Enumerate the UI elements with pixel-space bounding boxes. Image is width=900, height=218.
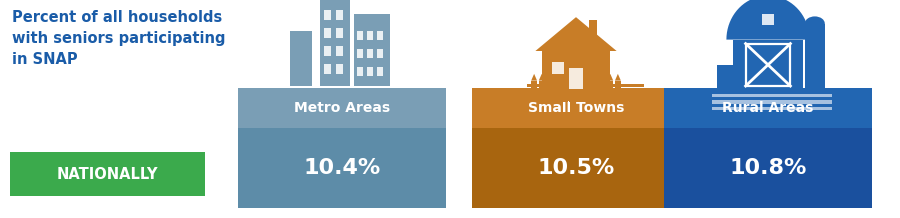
FancyBboxPatch shape (664, 128, 872, 208)
Polygon shape (562, 74, 568, 81)
Text: 10.5%: 10.5% (537, 158, 615, 178)
FancyBboxPatch shape (712, 107, 832, 110)
Text: Rural Areas: Rural Areas (723, 101, 814, 115)
Text: in SNAP: in SNAP (12, 52, 77, 67)
Polygon shape (608, 74, 613, 81)
FancyBboxPatch shape (324, 10, 331, 20)
FancyBboxPatch shape (761, 14, 774, 25)
FancyBboxPatch shape (377, 49, 383, 58)
Polygon shape (554, 74, 560, 81)
FancyBboxPatch shape (336, 28, 343, 38)
FancyBboxPatch shape (377, 67, 383, 76)
FancyBboxPatch shape (526, 92, 644, 96)
FancyBboxPatch shape (553, 62, 564, 74)
FancyBboxPatch shape (592, 81, 598, 102)
FancyBboxPatch shape (357, 67, 363, 76)
Text: Small Towns: Small Towns (527, 101, 625, 115)
Polygon shape (592, 74, 598, 81)
Text: NATIONALLY: NATIONALLY (57, 167, 158, 182)
FancyBboxPatch shape (712, 100, 832, 104)
FancyBboxPatch shape (554, 81, 560, 102)
FancyBboxPatch shape (357, 49, 363, 58)
FancyBboxPatch shape (324, 46, 331, 56)
FancyBboxPatch shape (712, 94, 832, 97)
FancyBboxPatch shape (805, 24, 824, 88)
Polygon shape (599, 74, 606, 81)
Polygon shape (584, 74, 590, 81)
FancyBboxPatch shape (367, 31, 373, 40)
Text: Metro Areas: Metro Areas (294, 101, 390, 115)
Polygon shape (531, 74, 537, 81)
Text: Percent of all households: Percent of all households (12, 10, 222, 25)
FancyBboxPatch shape (542, 51, 610, 89)
FancyBboxPatch shape (354, 14, 390, 86)
FancyBboxPatch shape (367, 67, 373, 76)
FancyBboxPatch shape (336, 46, 343, 56)
FancyBboxPatch shape (569, 68, 583, 89)
FancyBboxPatch shape (336, 64, 343, 74)
FancyBboxPatch shape (367, 49, 373, 58)
Polygon shape (615, 74, 621, 81)
FancyBboxPatch shape (531, 81, 537, 102)
FancyBboxPatch shape (584, 81, 590, 102)
FancyBboxPatch shape (562, 81, 568, 102)
FancyBboxPatch shape (615, 81, 621, 102)
FancyBboxPatch shape (608, 81, 613, 102)
FancyBboxPatch shape (472, 88, 680, 128)
FancyBboxPatch shape (324, 28, 331, 38)
FancyBboxPatch shape (238, 88, 446, 128)
FancyBboxPatch shape (664, 88, 872, 128)
Polygon shape (726, 0, 810, 40)
FancyBboxPatch shape (238, 128, 446, 208)
FancyBboxPatch shape (357, 31, 363, 40)
FancyBboxPatch shape (472, 128, 680, 208)
FancyBboxPatch shape (526, 84, 644, 87)
FancyBboxPatch shape (10, 152, 205, 196)
Polygon shape (577, 74, 583, 81)
FancyBboxPatch shape (377, 31, 383, 40)
FancyBboxPatch shape (546, 81, 553, 102)
FancyBboxPatch shape (589, 20, 598, 38)
FancyBboxPatch shape (599, 81, 606, 102)
FancyBboxPatch shape (733, 40, 803, 88)
FancyBboxPatch shape (320, 0, 350, 86)
FancyBboxPatch shape (577, 81, 583, 102)
Polygon shape (546, 74, 553, 81)
FancyBboxPatch shape (539, 81, 544, 102)
Text: 10.4%: 10.4% (303, 158, 381, 178)
FancyBboxPatch shape (569, 81, 575, 102)
FancyBboxPatch shape (290, 31, 312, 86)
Text: 10.8%: 10.8% (729, 158, 806, 178)
FancyBboxPatch shape (716, 65, 734, 88)
Polygon shape (569, 74, 575, 81)
Text: with seniors participating: with seniors participating (12, 31, 226, 46)
Polygon shape (539, 74, 544, 81)
FancyBboxPatch shape (336, 10, 343, 20)
Polygon shape (536, 17, 617, 51)
FancyBboxPatch shape (324, 64, 331, 74)
Ellipse shape (805, 16, 824, 31)
